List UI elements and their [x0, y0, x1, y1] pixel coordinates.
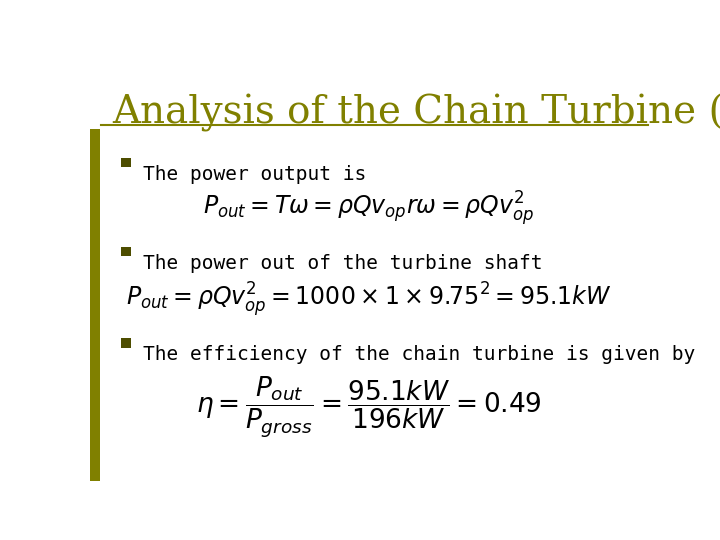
- Text: The power output is: The power output is: [143, 165, 366, 184]
- Text: $P_{out} = \rho Q v_{op}^2 = 1000 \times 1 \times 9.75^2 = 95.1kW$: $P_{out} = \rho Q v_{op}^2 = 1000 \times…: [126, 280, 612, 319]
- Text: $\eta = \dfrac{P_{out}}{P_{gross}} = \dfrac{95.1kW}{196kW} = 0.49$: $\eta = \dfrac{P_{out}}{P_{gross}} = \df…: [196, 375, 542, 440]
- Text: Analysis of the Chain Turbine (4): Analysis of the Chain Turbine (4): [112, 94, 720, 132]
- Bar: [121, 158, 131, 167]
- Text: $P_{out} = T\omega = \rho Q v_{op} r\omega = \rho Q v_{op}^2$: $P_{out} = T\omega = \rho Q v_{op} r\ome…: [204, 189, 534, 227]
- Bar: [121, 247, 131, 256]
- Text: The efficiency of the chain turbine is given by: The efficiency of the chain turbine is g…: [143, 346, 696, 365]
- Text: The power out of the turbine shaft: The power out of the turbine shaft: [143, 254, 542, 273]
- Bar: [90, 129, 100, 481]
- Bar: [121, 339, 131, 348]
